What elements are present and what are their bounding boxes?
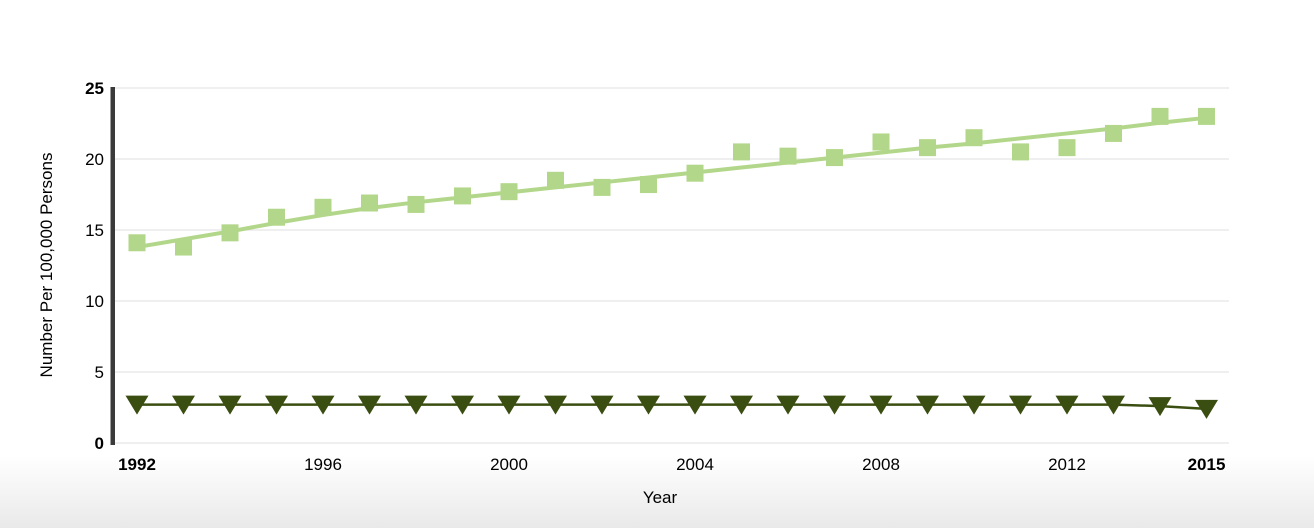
death-rate-triangles-marker <box>823 395 846 415</box>
observed-rate-squares-marker <box>779 147 797 165</box>
death-rate-triangles-marker <box>590 395 614 415</box>
observed-rate-squares-marker <box>128 234 146 252</box>
observed-rate-squares-marker <box>1105 124 1122 142</box>
trend-line-path <box>135 115 1209 250</box>
death-rate-triangles-marker <box>730 395 753 415</box>
death-rate-triangles-marker <box>869 395 893 415</box>
death-rate-triangles-marker <box>683 395 707 415</box>
y-tick-label-5: 5 <box>95 363 104 382</box>
death-rate-triangles-marker <box>172 395 195 415</box>
death-rate-triangles-marker <box>1148 397 1172 417</box>
death-rate-triangles-marker <box>218 395 242 415</box>
x-tick-label-2012: 2012 <box>1048 455 1086 474</box>
x-axis-title: Year <box>643 488 678 507</box>
y-tick-label-0: 0 <box>95 434 104 453</box>
observed-rate-squares-marker <box>826 149 843 167</box>
y-tick-label-10: 10 <box>85 292 104 311</box>
x-tick-label-2004: 2004 <box>676 455 714 474</box>
observed-rate-squares-marker <box>268 208 285 226</box>
y-tick-label-20: 20 <box>85 150 104 169</box>
y-tick-label-25: 25 <box>85 79 104 98</box>
observed-rate-squares-marker <box>1012 143 1029 161</box>
x-tick-label-2000: 2000 <box>490 455 528 474</box>
death-rate-triangles-marker <box>451 395 474 415</box>
observed-rate-squares-marker <box>175 238 192 256</box>
observed-rate-squares-marker <box>733 143 750 161</box>
observed-rate-squares-marker <box>500 183 518 201</box>
death-rate-triangles-marker <box>916 395 939 415</box>
death-rate-triangles-marker <box>1195 399 1218 419</box>
y-tick-label-15: 15 <box>85 221 104 240</box>
observed-rate-squares-marker <box>1058 139 1076 157</box>
observed-rate-squares-marker <box>593 178 611 196</box>
death-rate-triangles-path <box>135 403 1208 411</box>
x-tick-label-1996: 1996 <box>304 455 342 474</box>
death-rate-triangles-marker <box>1009 395 1032 415</box>
observed-rate-squares-marker <box>919 139 936 157</box>
death-rate-triangles-marker <box>776 395 800 415</box>
observed-rate-squares-marker <box>454 187 471 205</box>
observed-rate-squares-marker <box>965 129 983 147</box>
x-tick-label-2008: 2008 <box>862 455 900 474</box>
death-rate-triangles-marker <box>358 395 381 415</box>
x-tick-label-1992: 1992 <box>118 455 156 474</box>
observed-rate-squares-marker <box>407 195 425 213</box>
y-axis-line <box>110 87 115 445</box>
death-rate-triangles-marker <box>1102 395 1125 415</box>
death-rate-triangles-marker <box>125 395 149 415</box>
observed-rate-squares-marker <box>686 164 704 182</box>
x-tick-label-2015: 2015 <box>1188 455 1226 474</box>
observed-rate-squares-marker <box>1198 107 1215 125</box>
death-rate-triangles-marker <box>962 395 986 415</box>
observed-rate-squares-marker <box>640 176 657 194</box>
death-rate-triangles-marker <box>497 395 521 415</box>
observed-rate-squares-marker <box>361 194 378 212</box>
death-rate-triangles-marker <box>544 395 567 415</box>
y-axis-title: Number Per 100,000 Persons <box>37 153 56 378</box>
observed-rate-squares-marker <box>872 133 890 151</box>
death-rate-triangles-marker <box>311 395 335 415</box>
death-rate-triangles-marker <box>265 395 288 415</box>
observed-rate-squares-marker <box>547 171 564 189</box>
death-rate-triangles-marker <box>1055 395 1079 415</box>
death-rate-triangles-marker <box>637 395 660 415</box>
death-rate-triangles-marker <box>404 395 428 415</box>
observed-rate-squares-marker <box>1151 107 1169 125</box>
observed-rate-squares-marker <box>221 224 239 242</box>
observed-rate-squares-marker <box>314 198 332 216</box>
